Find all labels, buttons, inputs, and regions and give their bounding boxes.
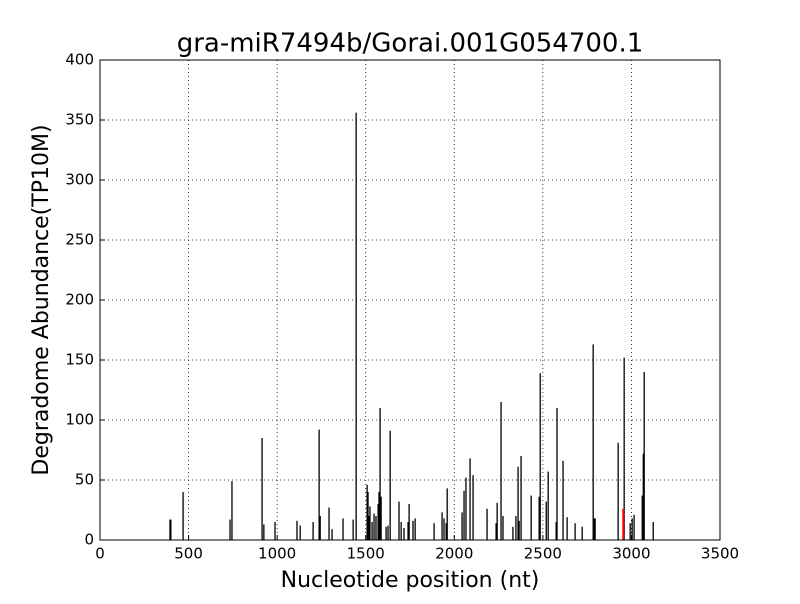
x-tick-label: 1000 (258, 545, 296, 563)
x-tick-label: 1500 (347, 545, 385, 563)
y-axis-label: Degradome Abundance(TP10M) (29, 124, 54, 475)
y-tick-label: 50 (75, 471, 94, 489)
axes-frame (99, 59, 721, 541)
x-tick-label: 500 (174, 545, 203, 563)
plot-area: 0 50 100 150 200 250 300 350 400 0 500 1000 1500 2000… (65, 51, 739, 563)
y-tick-label: 350 (65, 111, 94, 129)
y-tick-label: 0 (84, 531, 94, 549)
x-tick-label: 0 (95, 545, 105, 563)
y-tick-label: 300 (65, 171, 94, 189)
y-tick-label: 100 (65, 411, 94, 429)
chart-title: gra-miR7494b/Gorai.001G054700.1 (177, 29, 644, 59)
x-tick-label: 3000 (612, 545, 650, 563)
y-tick-label: 400 (65, 51, 94, 69)
x-tick-label: 2500 (524, 545, 562, 563)
x-tick-label: 2000 (435, 545, 473, 563)
x-axis-label: Nucleotide position (nt) (281, 568, 540, 593)
x-tick-label: 3500 (701, 545, 739, 563)
y-tick-label: 150 (65, 351, 94, 369)
y-tick-label: 250 (65, 231, 94, 249)
y-tick-label: 200 (65, 291, 94, 309)
